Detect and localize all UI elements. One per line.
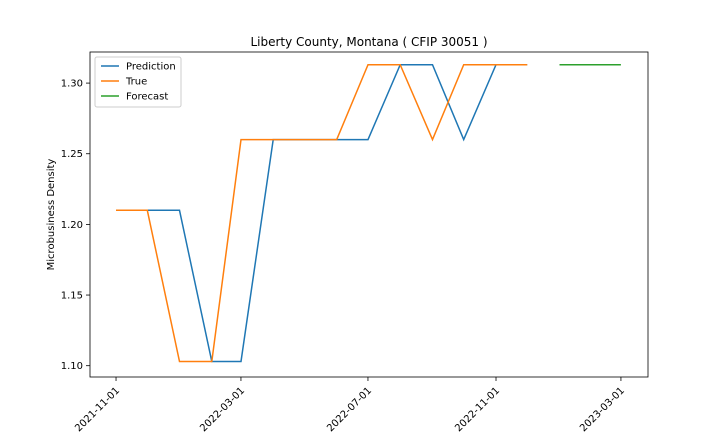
legend-box	[94, 56, 182, 108]
x-tick-label: 2022-03-01	[198, 385, 247, 432]
y-tick-label: 1.30	[61, 79, 83, 90]
x-axis: 2021-11-01 2022-03-01 2022-07-01 2022-11-01…	[73, 377, 627, 432]
y-axis: 1.10 1.15 1.20 1.25 1.30	[61, 79, 90, 372]
x-tick-label: 2022-11-01	[453, 385, 502, 432]
series-line-true	[116, 63, 528, 363]
series-layer	[116, 63, 621, 363]
legend-label-forecast: Forecast	[126, 92, 168, 103]
legend-label-true: True	[125, 77, 147, 88]
y-tick-label: 1.25	[61, 149, 83, 160]
y-axis-label: Microbusiness Density	[46, 159, 57, 271]
legend: Prediction True Forecast	[94, 56, 182, 108]
plot-area	[89, 51, 649, 378]
y-tick-label: 1.20	[61, 220, 83, 231]
x-tick-label: 2021-11-01	[73, 385, 122, 432]
x-tick-label: 2022-07-01	[325, 385, 374, 432]
legend-label-prediction: Prediction	[126, 62, 176, 73]
chart-title: Liberty County, Montana ( CFIP 30051 )	[250, 35, 487, 49]
y-tick-label: 1.15	[61, 291, 83, 302]
x-tick-label: 2023-03-01	[578, 385, 627, 432]
y-tick-label: 1.10	[61, 361, 83, 372]
